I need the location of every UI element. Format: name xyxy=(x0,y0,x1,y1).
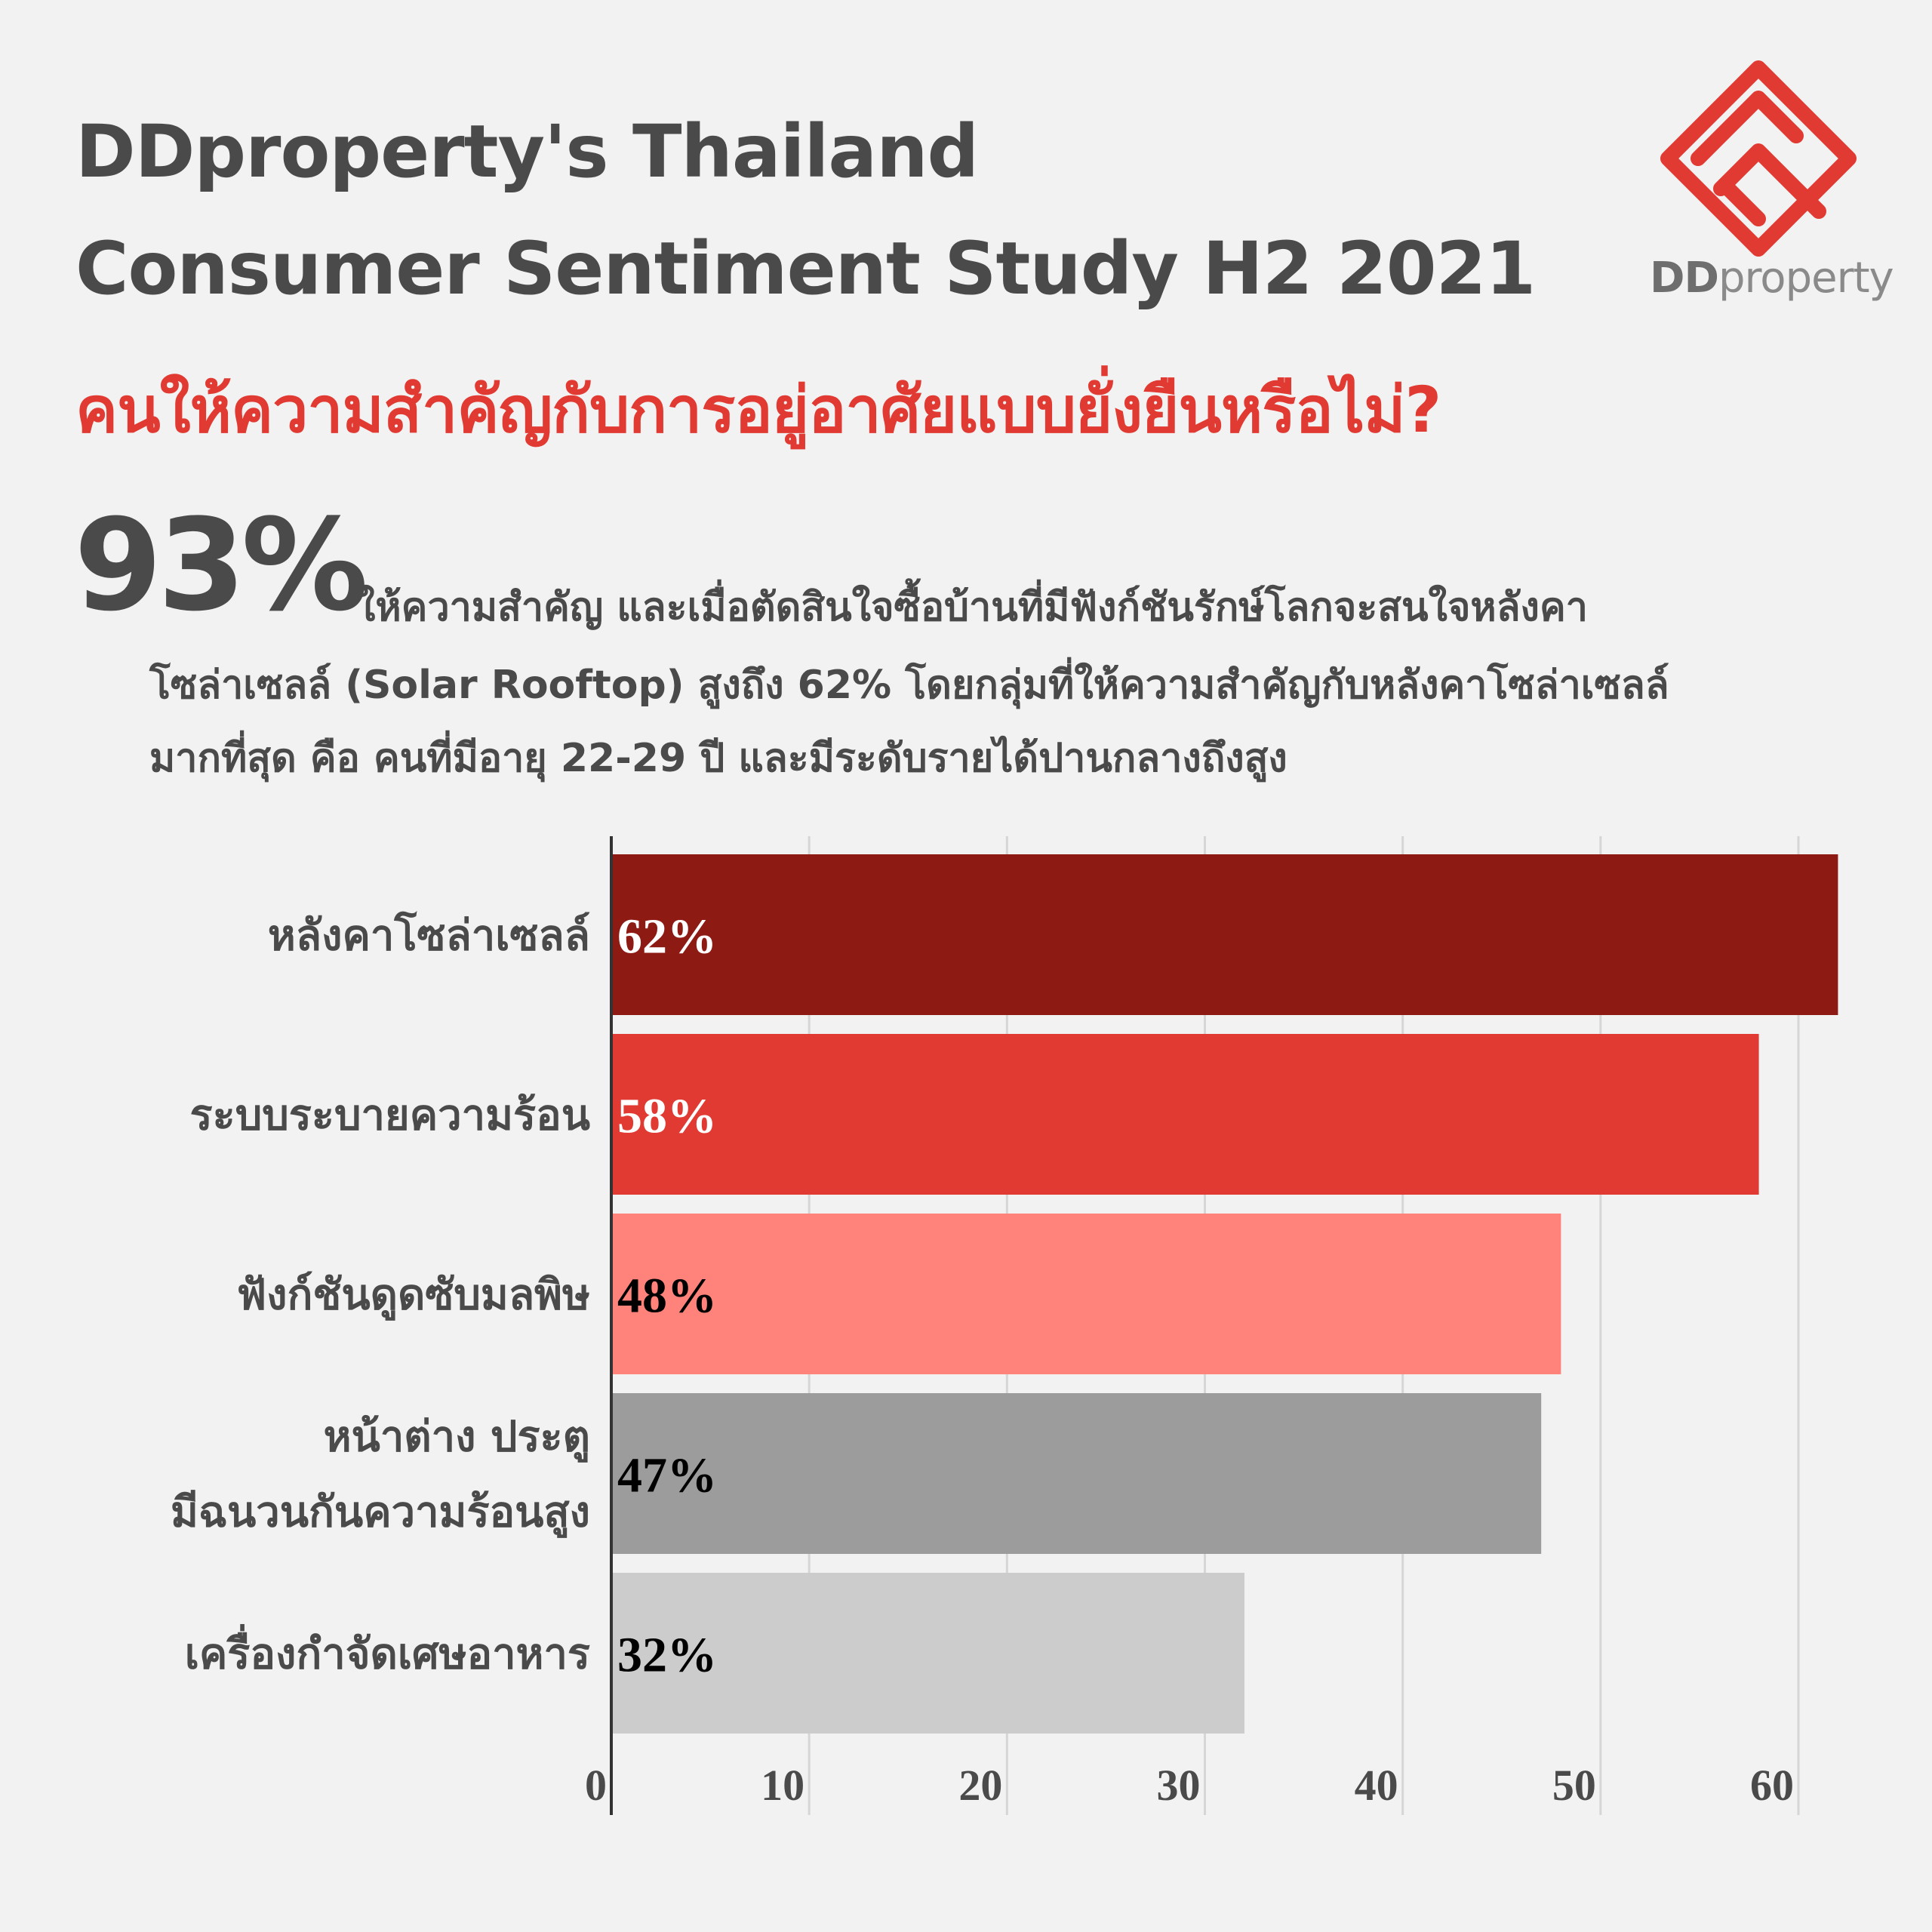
x-tick-label: 60 xyxy=(1750,1761,1794,1810)
bar-value-label: 47% xyxy=(617,1448,717,1503)
category-label: ระบบระบายความร้อน xyxy=(190,1091,590,1140)
bar-value-label: 48% xyxy=(617,1269,717,1324)
bar xyxy=(611,1214,1561,1374)
logo-wordmark: DDproperty xyxy=(1650,254,1894,303)
bar xyxy=(611,1034,1759,1195)
logo-text-dd: DD xyxy=(1650,254,1719,303)
x-tick-label: 50 xyxy=(1552,1761,1596,1810)
page-title-line-2: Consumer Sentiment Study H2 2021 xyxy=(75,226,1536,311)
bar-value-label: 62% xyxy=(617,909,717,964)
x-tick-label: 40 xyxy=(1355,1761,1398,1810)
bar xyxy=(611,854,1838,1015)
category-label: ฟังก์ชันดูดซับมลพิษ xyxy=(236,1271,590,1321)
page-title-line-1: DDproperty's Thailand xyxy=(75,109,979,194)
category-label: มีฉนวนกันความร้อนสูง xyxy=(171,1488,590,1539)
question-heading: คนให้ความสำคัญกับการอยู่อาศัยแบบยั่งยืนห… xyxy=(75,373,1441,447)
bar xyxy=(611,1393,1542,1554)
bar-value-label: 32% xyxy=(617,1628,717,1683)
description-line-3: มากที่สุด คือ คนที่มีอายุ 22-29 ปี และมี… xyxy=(149,736,1287,781)
x-tick-label: 30 xyxy=(1157,1761,1201,1810)
bar-value-label: 58% xyxy=(617,1089,717,1144)
big-stat-value: 93% xyxy=(74,491,368,639)
description-line-1: ให้ความสำคัญ และเมื่อตัดสินใจซื้อบ้านที่… xyxy=(356,585,1588,630)
bar xyxy=(611,1573,1244,1734)
ddproperty-logo-icon xyxy=(1660,60,1857,257)
logo-text-property: property xyxy=(1718,254,1894,303)
x-tick-label: 10 xyxy=(761,1761,804,1810)
x-tick-label: 0 xyxy=(585,1761,607,1810)
x-tick-label: 20 xyxy=(958,1761,1002,1810)
category-label: หลังคาโซล่าเซลล์ xyxy=(268,911,590,961)
description-line-2: โซล่าเซลล์ (Solar Rooftop) สูงถึง 62% โด… xyxy=(149,663,1669,708)
category-label: หน้าต่าง ประตู xyxy=(324,1413,590,1463)
category-label: เครื่องกำจัดเศษอาหาร xyxy=(185,1624,590,1679)
